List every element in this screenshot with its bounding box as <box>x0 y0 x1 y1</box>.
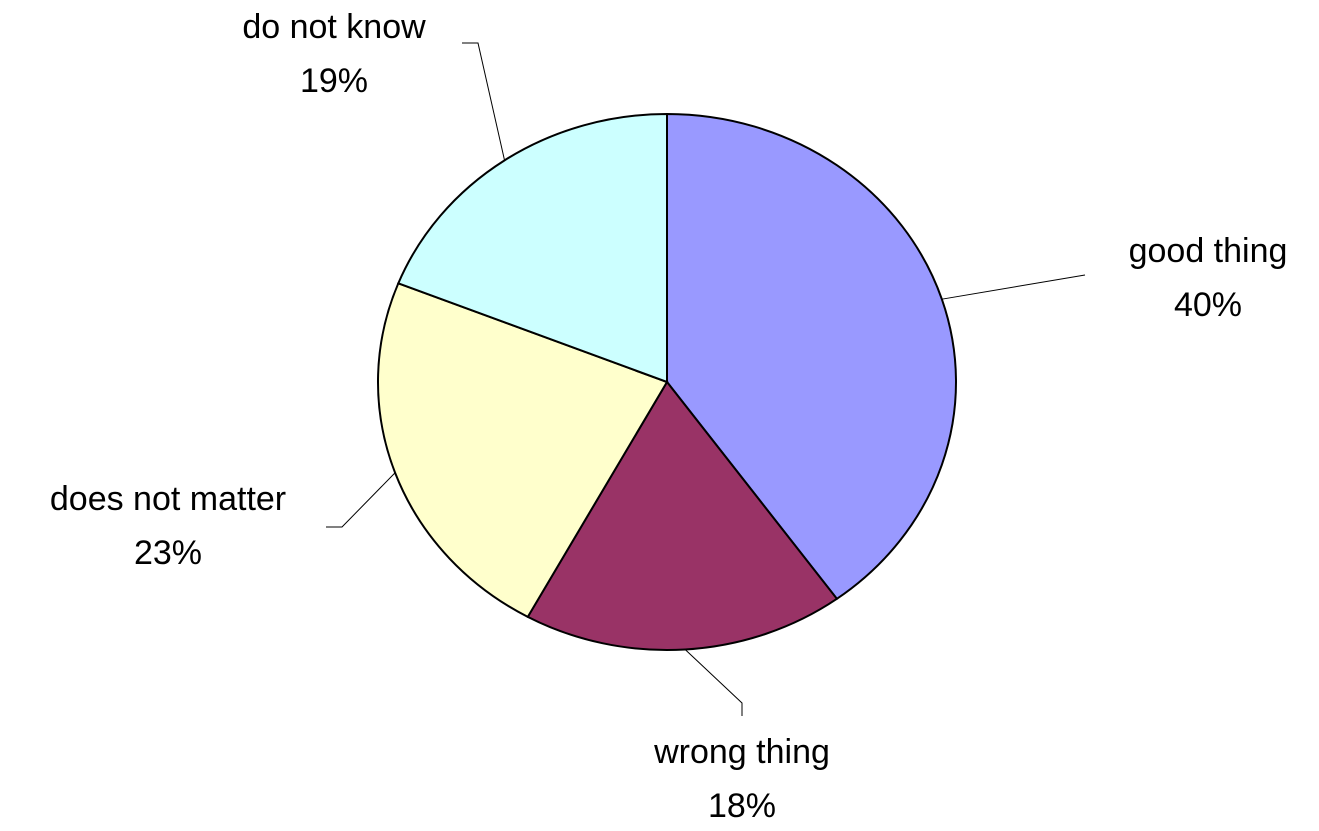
pie-slice-wrong-thing <box>526 380 839 651</box>
slice-percent-label: 23% <box>134 534 202 572</box>
pie-slice-does-not-matter <box>377 282 669 619</box>
slice-percent-label: 40% <box>1174 286 1242 324</box>
leader-line-does-not-matter <box>326 472 396 528</box>
leader-line-good-thing <box>941 274 1086 300</box>
slice-percent-label: 18% <box>708 787 776 825</box>
slice-label: wrong thing <box>653 733 830 771</box>
leader-line-wrong-thing <box>684 649 743 716</box>
slice-percent-label: 19% <box>300 62 368 100</box>
pie-slice-do-not-know <box>396 112 668 384</box>
leader-line-do-not-know <box>462 42 506 161</box>
slice-label: do not know <box>242 8 426 46</box>
pie-labels: good thing 40% wrong thing 18% does not matt… <box>50 8 1288 825</box>
slice-label: good thing <box>1129 232 1288 270</box>
slice-label: does not matter <box>50 480 286 518</box>
pie-slices <box>377 112 957 651</box>
pie-leader-lines <box>326 42 1086 716</box>
